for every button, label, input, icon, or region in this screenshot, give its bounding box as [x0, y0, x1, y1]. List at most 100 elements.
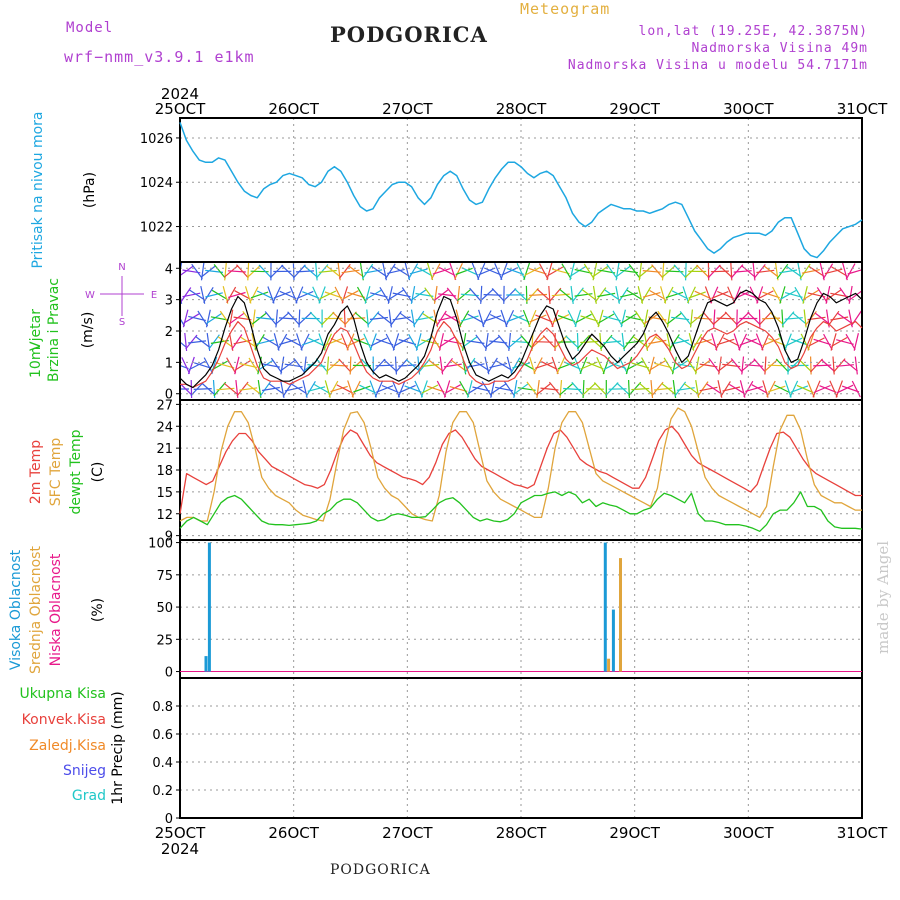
y-tick-label: 1026 [140, 132, 173, 147]
wind-arrow [180, 317, 186, 327]
wind-arrow [484, 356, 490, 375]
wind-arrow [784, 380, 792, 398]
cloud-bar [603, 542, 607, 672]
wind-arrow [430, 263, 441, 280]
wind-arrow [240, 336, 257, 348]
wind-arrow [309, 311, 324, 326]
wind-arrow [206, 312, 222, 324]
wind-arrow [756, 286, 764, 304]
wind-arrow [665, 291, 684, 299]
y-tick-label: 12 [156, 508, 173, 523]
wind-arrow [275, 309, 278, 328]
sfc-temp-axis-title: SFC Temp [48, 438, 64, 507]
wind-arrow [211, 289, 228, 301]
wind-arrow [216, 362, 235, 369]
wind-arrow [594, 287, 607, 303]
wind-arrow [427, 385, 445, 393]
wind-arrow [556, 357, 566, 374]
wind-arrow [745, 386, 763, 392]
wind-arrow [369, 333, 377, 351]
wind-arrow [589, 310, 600, 327]
wind-arrow [332, 311, 347, 326]
sfc-temp-line [179, 407, 862, 522]
wind-arrow [753, 358, 767, 373]
station-elevation: Nadmorska Visina 49m [691, 41, 868, 56]
wind-arrow [649, 360, 666, 371]
wind-arrow [669, 334, 680, 350]
wind-arrow [551, 268, 570, 275]
wind-arrow [494, 262, 503, 280]
y-tick-label: 0.6 [152, 728, 173, 743]
wind-arrow [738, 333, 748, 351]
wind-arrow [522, 309, 531, 328]
wind-arrow [565, 335, 580, 349]
wind-unit-label: (m/s) [80, 312, 96, 349]
wind-arrow [807, 333, 815, 351]
wind-arrow [561, 263, 572, 280]
wind-arrow [604, 289, 620, 301]
temp2m-axis-title: 2m Temp [28, 440, 44, 504]
wind-arrow [673, 264, 687, 279]
wind-arrow [404, 262, 411, 281]
x-tick-label-bottom: 27OCT [382, 824, 433, 842]
wind-arrow [261, 386, 280, 392]
wind-arrow [414, 380, 424, 398]
wind-arrow [529, 314, 547, 323]
wind-arrow [341, 269, 360, 274]
wind-arrow [512, 314, 530, 323]
wind-arrow [250, 291, 269, 299]
dewpoint-line [179, 491, 863, 532]
wind-arrow [483, 267, 502, 276]
wind-arrow [654, 362, 672, 369]
wind-arrow [766, 380, 776, 398]
wind-arrow [180, 364, 189, 370]
wind-arrow [222, 286, 229, 304]
wind-arrow [847, 269, 862, 275]
wind-arrow [597, 292, 616, 298]
wind-arrow [205, 309, 211, 328]
wind-arrow [318, 286, 326, 304]
wind-arrow [191, 263, 203, 279]
wind-arrow [336, 384, 354, 394]
wind-arrow [365, 289, 382, 301]
wind-arrow [388, 289, 404, 301]
wind-arrow [794, 286, 805, 304]
wind-arrow [244, 286, 252, 304]
wind-arrow [610, 335, 625, 349]
x-tick-label-top: 27OCT [382, 100, 433, 118]
model-elevation: Nadmorska Visina u modelu 54.7171m [567, 58, 868, 73]
wind-arrow [546, 262, 553, 281]
wind-arrow [182, 292, 201, 298]
wind-arrow [379, 286, 390, 303]
wind-arrow [239, 387, 258, 391]
wind-arrow [482, 310, 492, 327]
wind-arrow [436, 380, 447, 398]
x-tick-label-top: 30OCT [723, 100, 774, 118]
wind-arrow [478, 267, 496, 276]
wind-arrow [432, 268, 451, 275]
wind-arrow [487, 357, 498, 374]
wind-arrow [384, 263, 396, 280]
wind-arrow [185, 334, 198, 350]
wind-arrow [485, 333, 489, 351]
wind-arrow [407, 263, 419, 280]
wind-arrow [302, 291, 320, 299]
cloud-bar [607, 658, 611, 672]
y-tick-label: 75 [156, 569, 173, 584]
wind-arrow [792, 312, 807, 325]
wind-arrow [438, 315, 457, 322]
wind-arrow [188, 360, 206, 371]
wind-arrow [717, 290, 735, 299]
wind-arrow [694, 290, 712, 300]
compass-n: N [118, 262, 125, 273]
wind-arrow [236, 264, 249, 279]
wind-arrow [620, 309, 626, 328]
wind-arrow [281, 264, 295, 279]
wind-arrow [375, 338, 394, 346]
wind-arrow [228, 291, 246, 298]
cloud-high-axis-title: Visoka Oblacnost [8, 549, 24, 670]
wind-arrow [593, 382, 608, 396]
wind-arrow [751, 384, 768, 394]
wind-arrow [671, 356, 677, 375]
